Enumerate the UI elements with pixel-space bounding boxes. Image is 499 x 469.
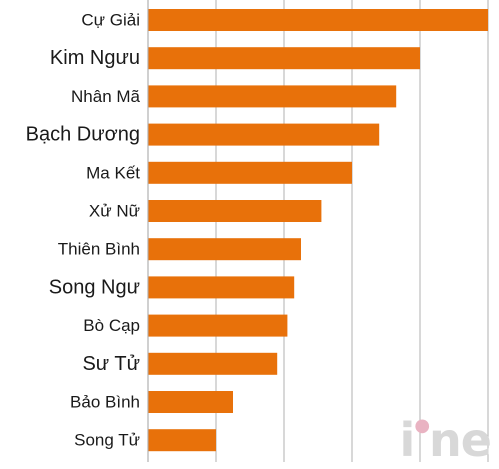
category-label: Ma Kết — [86, 163, 140, 182]
bar — [148, 238, 301, 261]
category-label: Nhân Mã — [71, 87, 141, 106]
bar — [148, 85, 397, 108]
category-label: Xử Nữ — [89, 202, 140, 221]
bar — [148, 123, 380, 146]
bar — [148, 391, 233, 413]
category-label: Song Tử — [74, 431, 140, 450]
bar — [148, 200, 322, 222]
ione-watermark-logo: i●ne — [399, 413, 492, 467]
category-label: Kim Ngưu — [50, 47, 140, 69]
bar — [148, 47, 420, 70]
bar — [148, 161, 352, 184]
gridlines — [147, 0, 489, 462]
category-label: Bạch Dương — [26, 124, 140, 146]
category-label: Song Ngư — [49, 276, 140, 298]
category-label: Thiên Bình — [58, 240, 140, 259]
category-labels: Cự Giải Kim Ngưu Nhân Mã Bạch Dương Ma Kết Xử… — [26, 11, 141, 450]
bar — [148, 314, 288, 337]
category-label: Cự Giải — [81, 11, 140, 30]
bar — [148, 276, 295, 299]
bar — [148, 352, 278, 375]
category-label: Bò Cạp — [83, 316, 140, 335]
bars — [148, 9, 488, 452]
category-label: Sư Tử — [82, 353, 140, 375]
bar — [148, 9, 488, 31]
bar — [148, 429, 216, 452]
category-label: Bảo Bình — [70, 393, 140, 412]
